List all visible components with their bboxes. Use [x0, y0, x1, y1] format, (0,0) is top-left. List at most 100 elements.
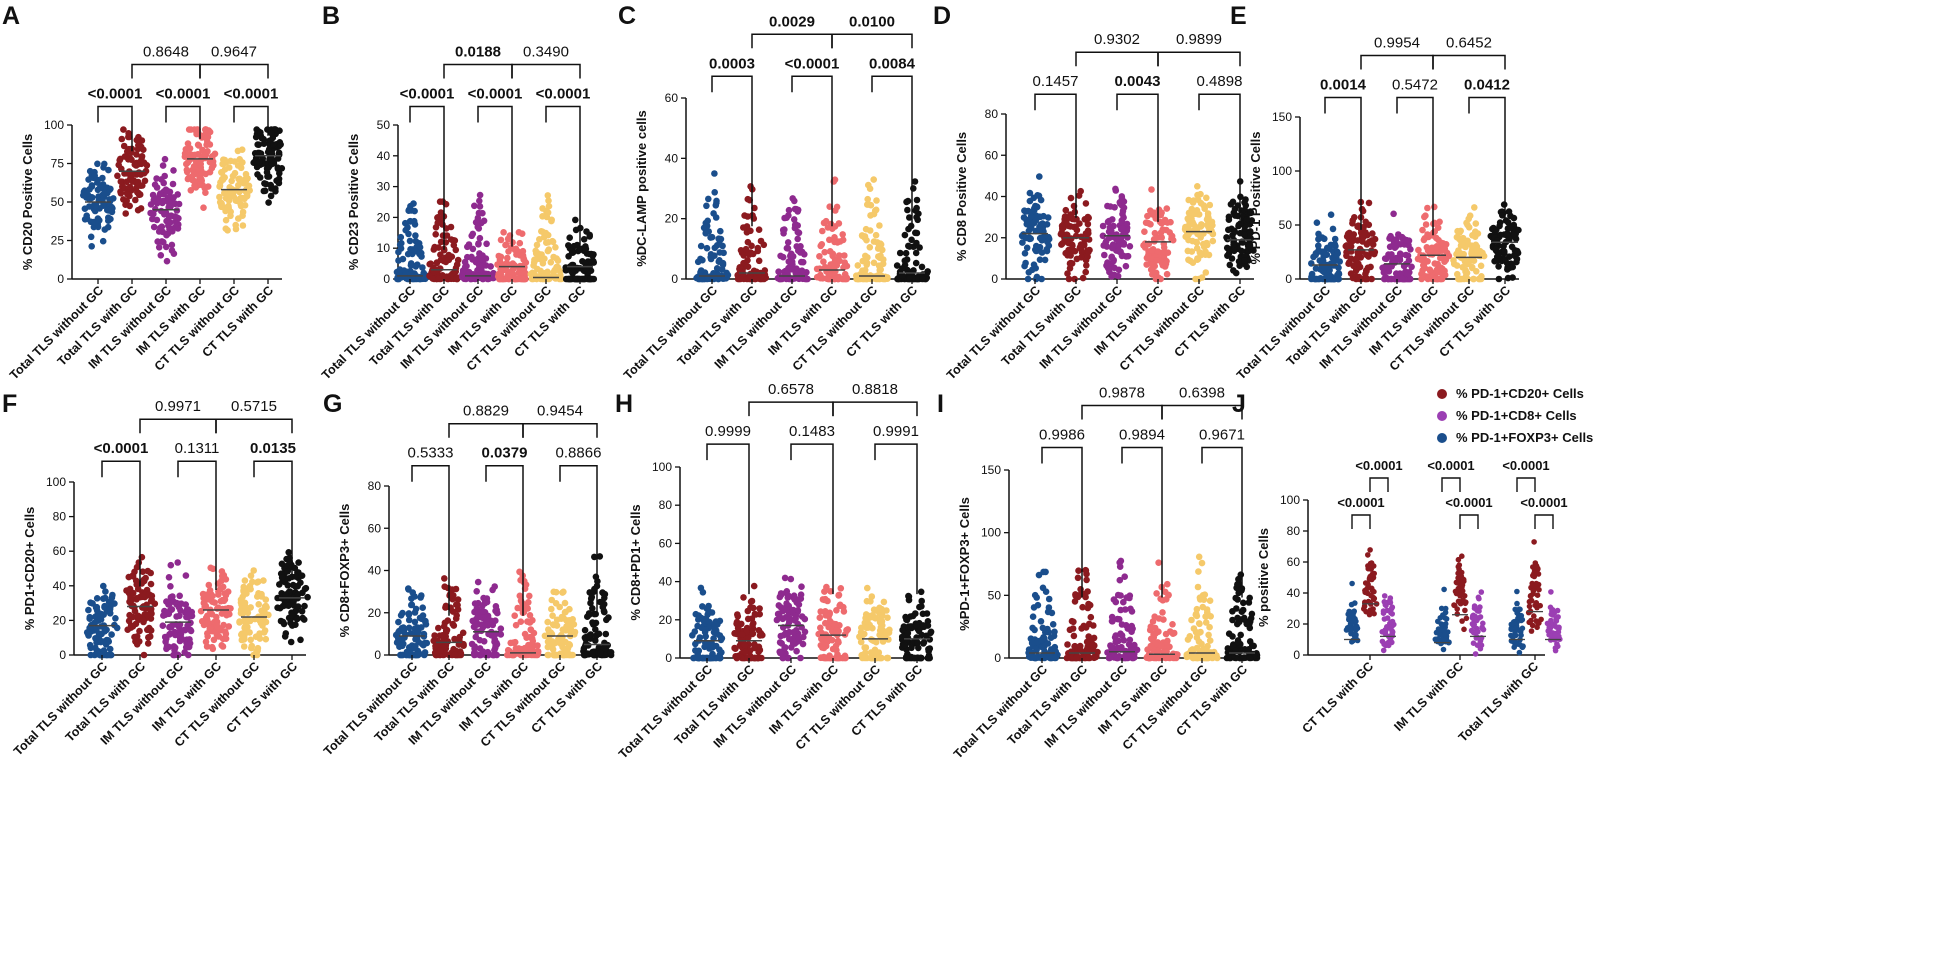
data-point	[1471, 204, 1478, 211]
data-point	[213, 621, 220, 629]
data-point	[155, 196, 163, 204]
data-point	[824, 597, 831, 605]
data-point	[203, 141, 210, 149]
data-point	[397, 233, 405, 241]
p-value-label: 0.9954	[1374, 35, 1420, 52]
data-point	[1030, 261, 1038, 269]
p-value-label: 0.8829	[463, 403, 509, 420]
data-point	[225, 197, 233, 204]
data-point	[1162, 260, 1169, 268]
data-point	[441, 575, 448, 582]
y-tick-label: 60	[665, 91, 679, 105]
y-tick-label: 60	[368, 521, 382, 535]
data-point	[870, 259, 878, 267]
x-tick-label: CT TLS with GC	[1171, 283, 1248, 360]
data-point	[1184, 247, 1192, 255]
data-point	[256, 158, 263, 166]
data-point	[1035, 571, 1043, 579]
data-point	[1454, 227, 1461, 235]
data-point	[534, 265, 541, 273]
data-point	[176, 612, 183, 620]
data-point	[237, 596, 245, 603]
data-point	[843, 627, 850, 635]
data-point	[282, 591, 289, 598]
data-point	[1122, 262, 1130, 270]
data-point	[199, 146, 206, 154]
data-point	[1109, 241, 1117, 248]
data-point	[85, 606, 92, 614]
data-point	[1418, 275, 1425, 283]
data-point	[1492, 245, 1500, 253]
data-point	[754, 244, 762, 252]
data-point	[1369, 230, 1376, 237]
data-point	[866, 244, 874, 251]
data-point	[524, 605, 531, 612]
data-point	[747, 183, 754, 190]
y-tick-label: 40	[665, 151, 679, 165]
data-point	[865, 201, 873, 208]
comparison-bracket	[791, 75, 833, 227]
data-point	[1052, 648, 1059, 655]
data-point	[106, 605, 114, 613]
data-point	[268, 185, 275, 192]
data-point	[870, 606, 878, 613]
data-point	[395, 257, 402, 264]
data-point	[1045, 242, 1053, 249]
y-tick-label: 80	[368, 479, 382, 493]
data-point	[122, 210, 129, 217]
data-point	[128, 602, 135, 610]
data-point	[731, 630, 738, 637]
data-point	[265, 199, 272, 206]
data-point	[495, 252, 503, 260]
data-point	[504, 235, 512, 243]
data-point	[1072, 654, 1080, 662]
data-point	[100, 582, 107, 590]
data-point	[829, 645, 837, 653]
data-point	[779, 253, 787, 261]
y-tick-label: 40	[53, 579, 67, 593]
data-point	[833, 607, 840, 614]
data-point	[440, 257, 448, 265]
group-4-points	[853, 176, 891, 283]
data-point	[173, 214, 180, 221]
data-point	[903, 654, 910, 662]
data-point	[1434, 224, 1442, 231]
data-point	[526, 592, 533, 600]
y-tick-label: 20	[659, 613, 673, 627]
data-point	[541, 275, 549, 283]
data-point	[396, 643, 403, 650]
p-value-label: 0.1483	[789, 423, 835, 440]
data-point	[246, 629, 253, 636]
data-point	[587, 275, 594, 283]
data-point	[755, 648, 762, 656]
data-point	[569, 616, 576, 623]
data-point	[1225, 226, 1232, 234]
data-point	[1312, 251, 1319, 259]
data-point	[755, 257, 763, 265]
p-value-label: 0.8648	[143, 44, 189, 61]
data-point	[557, 637, 565, 644]
y-tick-label: 60	[659, 536, 673, 550]
x-tick-label: CT TLS with GC	[223, 659, 300, 736]
data-point	[1231, 228, 1239, 236]
data-point	[1316, 257, 1324, 264]
x-tick-label: CT TLS with GC	[528, 659, 605, 736]
data-point	[876, 222, 883, 229]
data-point	[599, 603, 607, 611]
data-point	[841, 252, 848, 259]
data-point	[903, 616, 910, 623]
x-tick-label: IM TLS with GC	[1091, 283, 1166, 358]
p-value-label: 0.4898	[1197, 73, 1243, 90]
data-point	[917, 588, 925, 596]
data-point	[854, 262, 862, 269]
y-tick-label: 0	[991, 272, 998, 286]
data-point	[476, 203, 484, 210]
data-point	[901, 257, 909, 265]
data-point	[105, 166, 112, 174]
data-point	[595, 630, 603, 638]
panel-label: A	[2, 2, 20, 30]
comparison-bracket	[751, 33, 833, 49]
data-point	[904, 629, 912, 637]
